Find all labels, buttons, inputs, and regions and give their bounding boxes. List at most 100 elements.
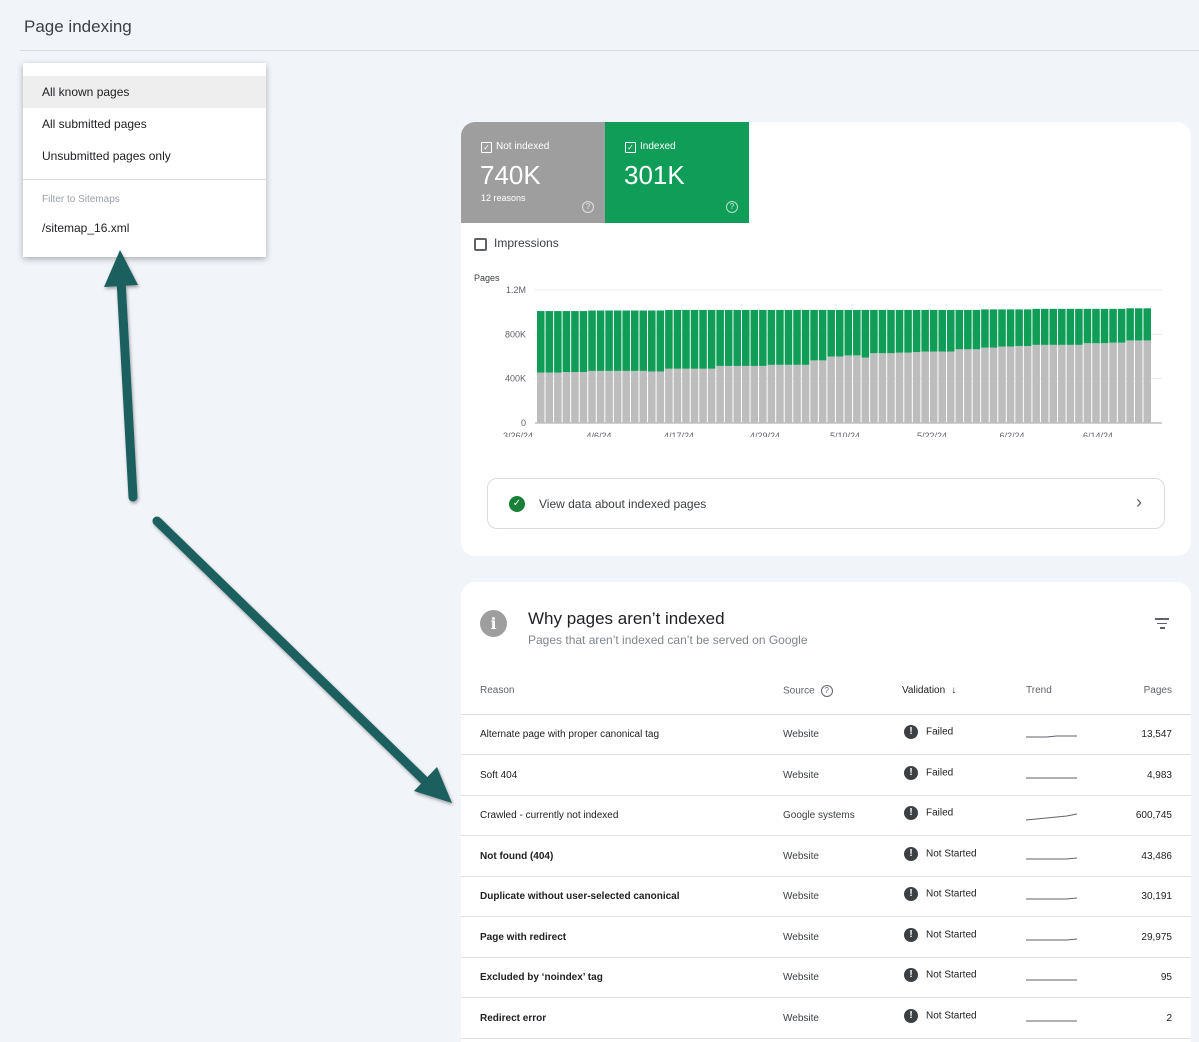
bar-indexed[interactable]	[759, 309, 767, 366]
bar-indexed[interactable]	[989, 309, 998, 348]
bar-indexed[interactable]	[835, 309, 844, 357]
dropdown-item-all-submitted[interactable]: All submitted pages	[42, 117, 147, 131]
table-row[interactable]: Redirect error Website! Not Started 2	[461, 999, 1191, 1039]
bar-not-indexed[interactable]	[682, 368, 690, 423]
bar-not-indexed[interactable]	[955, 349, 964, 423]
help-icon[interactable]: ?	[820, 685, 833, 697]
dropdown-item-all-known[interactable]: All known pages	[23, 76, 266, 108]
help-icon[interactable]: ?	[726, 201, 738, 213]
help-icon[interactable]: ?	[582, 201, 594, 213]
bar-not-indexed[interactable]	[989, 347, 998, 423]
view-indexed-pages-link[interactable]: ✓ View data about indexed pages ›	[487, 478, 1165, 529]
bar-not-indexed[interactable]	[750, 365, 759, 423]
bar-not-indexed[interactable]	[1032, 344, 1040, 423]
bar-indexed[interactable]	[750, 309, 759, 366]
bar-indexed[interactable]	[1126, 308, 1134, 341]
bar-indexed[interactable]	[1117, 308, 1126, 343]
bar-not-indexed[interactable]	[648, 371, 656, 423]
bar-not-indexed[interactable]	[1006, 346, 1015, 423]
bar-indexed[interactable]	[1006, 309, 1015, 347]
bar-not-indexed[interactable]	[1040, 344, 1049, 423]
bar-indexed[interactable]	[613, 310, 622, 371]
bar-indexed[interactable]	[1023, 309, 1032, 346]
bar-not-indexed[interactable]	[1126, 340, 1134, 423]
bar-not-indexed[interactable]	[1134, 340, 1143, 423]
bar-indexed[interactable]	[904, 309, 912, 353]
bar-indexed[interactable]	[972, 309, 981, 350]
bar-indexed[interactable]	[724, 309, 733, 366]
bar-not-indexed[interactable]	[972, 349, 981, 423]
bar-indexed[interactable]	[699, 309, 707, 369]
bar-indexed[interactable]	[870, 309, 878, 354]
bar-indexed[interactable]	[630, 310, 639, 371]
bar-indexed[interactable]	[955, 309, 964, 350]
bar-indexed[interactable]	[571, 311, 579, 373]
bar-indexed[interactable]	[733, 309, 741, 366]
bar-indexed[interactable]	[784, 309, 793, 365]
bar-not-indexed[interactable]	[571, 372, 579, 423]
bar-not-indexed[interactable]	[724, 365, 733, 423]
bar-not-indexed[interactable]	[929, 351, 938, 423]
bar-not-indexed[interactable]	[1066, 344, 1075, 423]
bar-indexed[interactable]	[947, 309, 955, 352]
table-row[interactable]: Duplicate without user-selected canonica…	[461, 877, 1191, 917]
bar-indexed[interactable]	[588, 310, 596, 371]
bar-indexed[interactable]	[742, 309, 750, 366]
bar-not-indexed[interactable]	[613, 370, 622, 423]
bar-not-indexed[interactable]	[810, 360, 818, 423]
bar-not-indexed[interactable]	[1058, 344, 1066, 423]
filter-icon[interactable]	[1155, 618, 1169, 632]
bar-not-indexed[interactable]	[1015, 345, 1023, 423]
bar-indexed[interactable]	[776, 309, 784, 365]
bar-not-indexed[interactable]	[801, 364, 810, 423]
bar-not-indexed[interactable]	[861, 357, 870, 423]
bar-not-indexed[interactable]	[537, 372, 545, 423]
bar-not-indexed[interactable]	[554, 372, 562, 423]
not-indexed-tile[interactable]: ✓ Not indexed 740K 12 reasons ?	[461, 122, 605, 223]
bar-indexed[interactable]	[895, 309, 904, 353]
bar-not-indexed[interactable]	[827, 356, 835, 424]
bar-not-indexed[interactable]	[733, 365, 741, 423]
dropdown-item-sitemap[interactable]: /sitemap_16.xml	[42, 221, 130, 235]
bar-indexed[interactable]	[912, 309, 921, 353]
col-header-reason[interactable]: Reason	[480, 685, 515, 696]
bar-not-indexed[interactable]	[895, 352, 904, 423]
table-row[interactable]: Not found (404) Website! Not Started 43,486	[461, 837, 1191, 877]
bar-indexed[interactable]	[861, 309, 870, 358]
bar-not-indexed[interactable]	[1100, 343, 1109, 423]
bar-not-indexed[interactable]	[605, 370, 613, 423]
table-row[interactable]: Page with redirect Website! Not Started 29,…	[461, 918, 1191, 958]
bar-not-indexed[interactable]	[793, 364, 801, 423]
col-header-pages[interactable]: Pages	[1143, 685, 1172, 696]
bar-indexed[interactable]	[827, 309, 835, 357]
bar-indexed[interactable]	[801, 309, 810, 365]
bar-not-indexed[interactable]	[844, 355, 853, 423]
bar-not-indexed[interactable]	[853, 355, 861, 423]
bar-not-indexed[interactable]	[596, 370, 605, 423]
bar-not-indexed[interactable]	[1092, 343, 1100, 423]
bar-not-indexed[interactable]	[699, 368, 707, 423]
bar-not-indexed[interactable]	[665, 368, 673, 423]
bar-not-indexed[interactable]	[716, 365, 724, 423]
bar-not-indexed[interactable]	[1117, 342, 1126, 423]
bar-indexed[interactable]	[639, 310, 648, 371]
bar-not-indexed[interactable]	[656, 371, 665, 423]
bar-not-indexed[interactable]	[964, 349, 972, 423]
bar-indexed[interactable]	[545, 311, 554, 373]
bar-indexed[interactable]	[853, 309, 861, 356]
bar-indexed[interactable]	[716, 309, 724, 366]
bar-indexed[interactable]	[887, 309, 895, 354]
bar-indexed[interactable]	[981, 309, 989, 348]
bar-indexed[interactable]	[844, 309, 853, 356]
bar-not-indexed[interactable]	[870, 353, 878, 423]
col-header-source[interactable]: Source?	[783, 685, 833, 697]
bar-not-indexed[interactable]	[1049, 344, 1058, 423]
bar-indexed[interactable]	[1100, 308, 1109, 344]
bar-indexed[interactable]	[1032, 308, 1040, 345]
bar-indexed[interactable]	[537, 311, 545, 373]
bar-indexed[interactable]	[1066, 308, 1075, 345]
table-row[interactable]: Excluded by ‘noindex’ tag Website! Not Sta…	[461, 958, 1191, 998]
bar-not-indexed[interactable]	[622, 370, 630, 423]
bar-not-indexed[interactable]	[835, 356, 844, 424]
bar-indexed[interactable]	[1058, 308, 1066, 345]
